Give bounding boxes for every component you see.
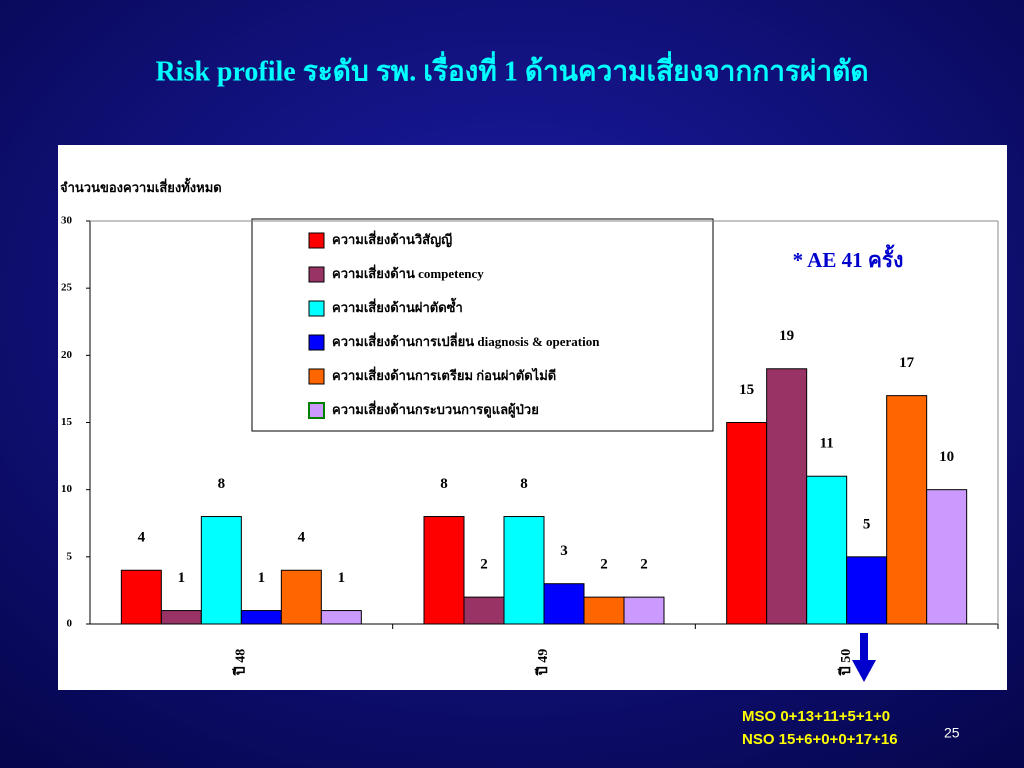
bar (120, 569, 162, 625)
value-label: 17 (899, 355, 915, 371)
legend-label: ความเสี่ยงด้านผ่าตัดซ้ำ (332, 297, 463, 315)
value-label: 5 (863, 516, 871, 532)
x-tick-label: ปี 50 (838, 649, 854, 677)
legend-swatch (308, 300, 325, 317)
legend-label: ความเสี่ยงด้านการเตรียม ก่อนผ่าตัดไม่ดี (332, 366, 556, 383)
note: NSO 15+6+0+0+17+16 (742, 731, 898, 748)
legend-swatch (308, 402, 325, 419)
y-tick-label: 10 (61, 483, 73, 495)
bar (200, 516, 242, 625)
y-tick-label: 25 (61, 282, 73, 294)
legend-label: ความเสี่ยงด้านกระบวนการดูแลผู้ป่วย (332, 400, 539, 418)
legend-swatch (308, 368, 325, 385)
value-label: 19 (779, 328, 794, 344)
bar (846, 556, 888, 625)
bar (806, 475, 848, 625)
value-label: 1 (178, 570, 186, 586)
legend-swatch (308, 334, 325, 351)
value-label: 10 (939, 449, 954, 465)
bar (886, 395, 928, 625)
x-tick-label: ปี 48 (233, 649, 249, 677)
legend-swatch (308, 232, 325, 249)
y-tick-label: 20 (61, 349, 73, 361)
value-label: 2 (640, 557, 648, 573)
slide-number: 25 (944, 725, 960, 741)
bar (766, 368, 808, 625)
legend-label: ความเสี่ยงด้าน competency (332, 264, 484, 281)
bar (623, 596, 665, 625)
bar (423, 516, 465, 625)
legend-label: ความเสี่ยงด้านการเปลี่ยน diagnosis & ope… (332, 332, 600, 349)
bar (583, 596, 625, 625)
bar (926, 489, 968, 625)
value-label: 1 (258, 570, 266, 586)
bar (543, 583, 585, 625)
legend-swatch (308, 266, 325, 283)
value-label: 3 (560, 543, 568, 559)
bar (463, 596, 505, 625)
slide-title: Risk profile ระดับ รพ. เรื่องที่ 1 ด้านค… (155, 50, 868, 87)
y-tick-label: 15 (61, 416, 73, 428)
bar (160, 610, 202, 625)
value-label: 4 (138, 530, 146, 546)
legend-box (251, 218, 714, 432)
annotation: * AE 41 ครั้ง (793, 244, 904, 272)
bar (240, 610, 282, 625)
legend-label: ความเสี่ยงด้านวิสัญญี (332, 230, 452, 248)
value-label: 8 (440, 476, 448, 492)
y-axis-label: จำนวนของความเสี่ยงทั้งหมด (60, 177, 222, 195)
bar (503, 516, 545, 625)
value-label: 11 (820, 436, 834, 452)
bar (280, 569, 322, 625)
y-tick-label: 0 (67, 618, 73, 630)
value-label: 2 (600, 557, 608, 573)
value-label: 2 (480, 557, 488, 573)
value-label: 8 (520, 476, 528, 492)
value-label: 1 (338, 570, 346, 586)
value-label: 8 (218, 476, 226, 492)
x-tick-label: ปี 49 (535, 649, 551, 677)
bar (726, 422, 768, 625)
value-label: 15 (739, 382, 754, 398)
bar (320, 610, 362, 625)
y-tick-label: 30 (61, 215, 73, 227)
y-tick-label: 5 (67, 550, 73, 562)
arrow (852, 633, 876, 682)
note: MSO 0+13+11+5+1+0 (742, 708, 890, 725)
value-label: 4 (298, 530, 306, 546)
